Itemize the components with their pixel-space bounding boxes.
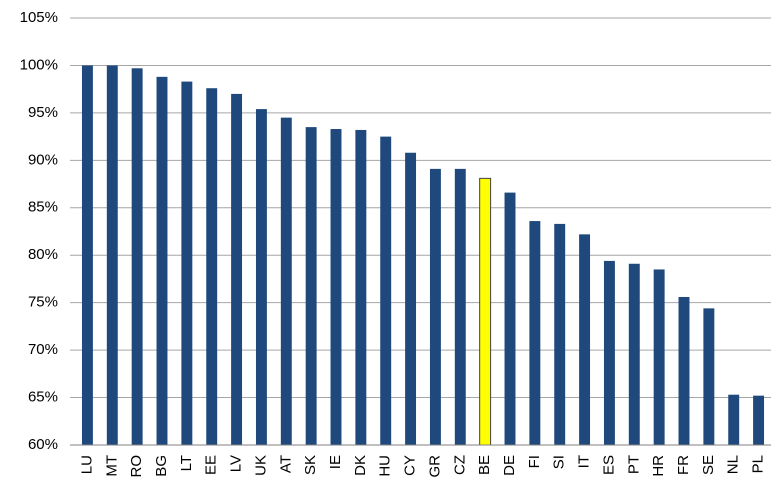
- x-tick-label: SE: [700, 455, 717, 475]
- x-tick-label: DK: [352, 455, 369, 476]
- x-tick-label: IE: [327, 455, 344, 469]
- bar: [479, 177, 492, 446]
- bar: [405, 152, 417, 445]
- bar: [504, 192, 516, 445]
- bar: [579, 234, 591, 445]
- bar: [305, 127, 317, 445]
- bar: [280, 117, 292, 445]
- x-tick-label: LU: [78, 455, 95, 474]
- bar: [355, 129, 367, 446]
- bar: [206, 88, 218, 446]
- x-tick-label: LV: [228, 455, 245, 472]
- x-tick-label: NL: [725, 455, 742, 474]
- x-tick-label: CY: [402, 455, 419, 476]
- bar: [131, 68, 143, 446]
- bar: [330, 129, 342, 445]
- bar: [703, 308, 715, 445]
- y-tick-label: 105%: [20, 9, 58, 26]
- x-tick-label: CZ: [451, 455, 468, 475]
- y-tick-label: 80%: [28, 246, 58, 263]
- y-tick-label: 85%: [28, 199, 58, 216]
- x-tick-label: SI: [551, 455, 568, 469]
- x-tick-label: BG: [153, 455, 170, 477]
- x-tick-label: UK: [252, 455, 269, 476]
- bar: [603, 260, 615, 445]
- bar: [554, 223, 566, 445]
- bar: [255, 109, 267, 446]
- y-tick-label: 100%: [20, 56, 58, 73]
- x-tick-label: DE: [501, 455, 518, 476]
- bar: [753, 395, 765, 445]
- x-tick-label: BE: [476, 455, 493, 475]
- y-tick-label: 65%: [28, 389, 58, 406]
- bar: [628, 263, 640, 445]
- x-tick-label: RO: [128, 455, 145, 478]
- bar: [81, 65, 93, 445]
- y-tick-label: 75%: [28, 294, 58, 311]
- y-tick-label: 60%: [28, 436, 58, 453]
- x-tick-label: LT: [178, 455, 195, 471]
- x-tick-label: SK: [302, 455, 319, 475]
- bar: [181, 81, 193, 445]
- x-tick-label: AT: [277, 455, 294, 473]
- x-tick-label: HU: [377, 455, 394, 477]
- bar: [454, 168, 466, 445]
- bar: [429, 168, 441, 445]
- x-tick-label: PL: [750, 455, 767, 473]
- bar: [156, 76, 168, 445]
- x-tick-label: FR: [675, 455, 692, 475]
- bar: [728, 394, 740, 445]
- y-tick-label: 95%: [28, 104, 58, 121]
- bar: [653, 269, 665, 445]
- y-tick-label: 90%: [28, 151, 58, 168]
- bar: [380, 136, 392, 445]
- x-tick-label: MT: [103, 455, 120, 477]
- bar: [529, 221, 541, 445]
- x-tick-label: ES: [600, 455, 617, 475]
- bar: [106, 65, 118, 445]
- x-tick-label: PT: [625, 455, 642, 474]
- bar: [231, 93, 243, 446]
- x-tick-label: FI: [526, 455, 543, 468]
- x-tick-label: HR: [650, 455, 667, 477]
- x-tick-label: GR: [426, 455, 443, 478]
- x-tick-label: IT: [576, 455, 593, 468]
- y-tick-label: 70%: [28, 341, 58, 358]
- x-tick-label: EE: [203, 455, 220, 475]
- bar: [678, 296, 690, 445]
